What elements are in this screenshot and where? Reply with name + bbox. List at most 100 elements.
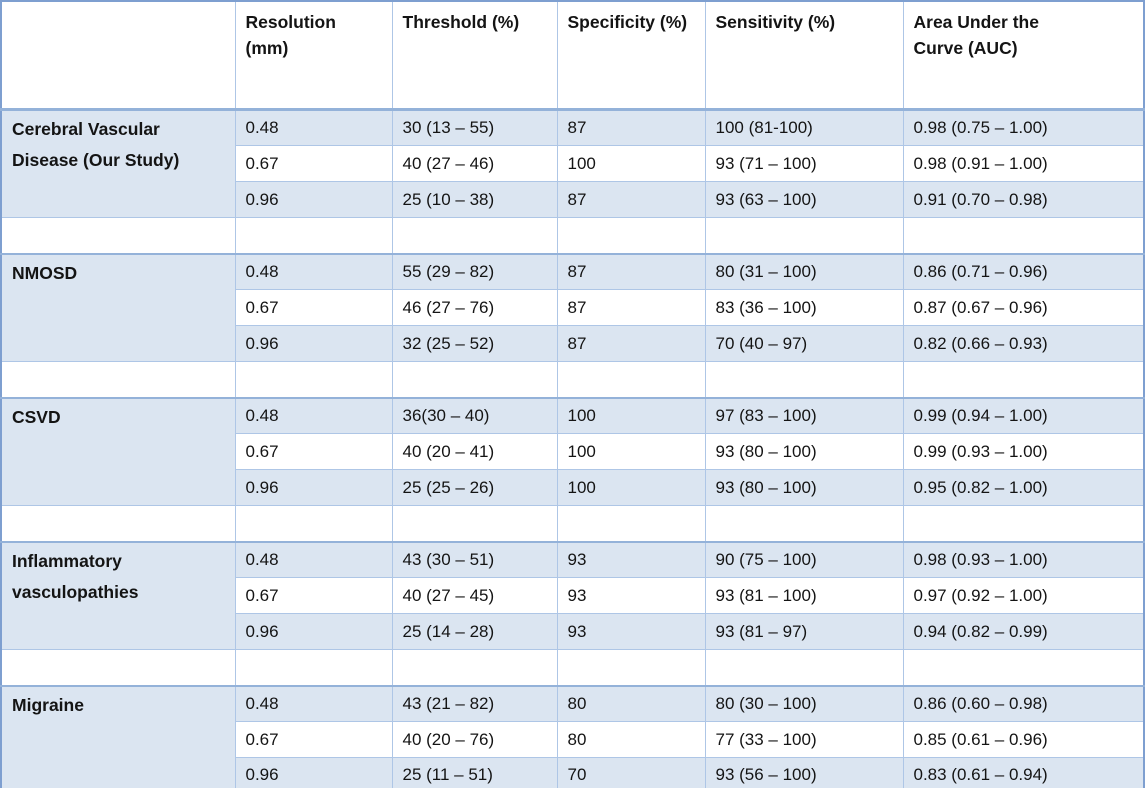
data-cell: 100: [556, 145, 706, 182]
table-row: NMOSD 0.48 55 (29 – 82) 87 80 (31 – 100) 0.86…: [0, 252, 1145, 362]
spacer-cell: [902, 217, 1145, 254]
data-cell: 93 (81 – 97): [704, 613, 904, 650]
data-cell: 0.91 (0.70 – 0.98): [902, 181, 1145, 218]
data-cell: 83 (36 – 100): [704, 289, 904, 326]
data-cell: 0.48: [234, 540, 393, 578]
data-cell: 70 (40 – 97): [704, 325, 904, 362]
data-cell: 55 (29 – 82): [391, 252, 558, 290]
data-cell: 40 (20 – 41): [391, 433, 558, 470]
data-cell: 0.96: [234, 469, 393, 506]
data-cell: 0.67: [234, 289, 393, 326]
table-row: 0.96 25 (10 – 38) 87 93 (63 – 100) 0.91 (0.7…: [1, 181, 1145, 218]
data-cell: 93 (56 – 100): [704, 757, 904, 788]
table-row: 0.96 25 (25 – 26) 100 93 (80 – 100) 0.95 (0.…: [1, 469, 1145, 506]
header-cell-specificity: Specificity (%): [556, 0, 706, 111]
data-cell: 70: [556, 757, 706, 788]
spacer-cell: [234, 649, 393, 686]
table-row: 0.67 46 (27 – 76) 87 83 (36 – 100) 0.87 (0.6…: [1, 289, 1145, 326]
spacer-cell: [391, 649, 558, 686]
group-label: NMOSD: [0, 252, 236, 362]
data-cell: 43 (21 – 82): [391, 684, 558, 722]
spacer-cell: [0, 217, 236, 254]
header-row: Resolution (mm) Threshold (%) Specificit…: [0, 0, 1145, 111]
table-row: Cerebral Vascular Disease (Our Study) 0.4…: [0, 108, 1145, 218]
spacer-cell: [391, 361, 558, 398]
data-cell: 0.48: [234, 108, 393, 146]
data-cell: 40 (27 – 46): [391, 145, 558, 182]
data-cell: 0.67: [234, 145, 393, 182]
data-cell: 93 (80 – 100): [704, 433, 904, 470]
data-cell: 0.99 (0.94 – 1.00): [902, 396, 1145, 434]
spacer-cell: [391, 217, 558, 254]
data-cell: 46 (27 – 76): [391, 289, 558, 326]
data-cell: 0.98 (0.91 – 1.00): [902, 145, 1145, 182]
spacer-cell: [704, 361, 904, 398]
data-cell: 93: [556, 540, 706, 578]
spacer-cell: [556, 649, 706, 686]
table-row: CSVD 0.48 36(30 – 40) 100 97 (83 – 100) 0.99 …: [0, 396, 1145, 506]
data-cell: 40 (27 – 45): [391, 577, 558, 614]
data-cell: 87: [556, 181, 706, 218]
header-cell-empty: [0, 0, 236, 111]
table-row: Inflammatory vasculopathies 0.48 43 (30 – …: [0, 540, 1145, 650]
spacer-cell: [902, 649, 1145, 686]
data-cell: 0.87 (0.67 – 0.96): [902, 289, 1145, 326]
data-cell: 0.85 (0.61 – 0.96): [902, 721, 1145, 758]
data-cell: 0.86 (0.60 – 0.98): [902, 684, 1145, 722]
spacer-cell: [234, 505, 393, 542]
data-cell: 40 (20 – 76): [391, 721, 558, 758]
data-cell: 0.83 (0.61 – 0.94): [902, 757, 1145, 788]
data-cell: 36(30 – 40): [391, 396, 558, 434]
table-body: Cerebral Vascular Disease (Our Study) 0.4…: [0, 108, 1145, 788]
header-cell-resolution: Resolution (mm): [234, 0, 393, 111]
data-cell: 87: [556, 252, 706, 290]
group-label: Migraine: [0, 684, 236, 788]
header-cell-auc: Area Under the Curve (AUC): [902, 0, 1145, 111]
data-cell: 0.99 (0.93 – 1.00): [902, 433, 1145, 470]
spacer-cell: [0, 505, 236, 542]
data-cell: 87: [556, 325, 706, 362]
data-cell: 0.96: [234, 325, 393, 362]
spacer-cell: [704, 505, 904, 542]
data-cell: 80 (31 – 100): [704, 252, 904, 290]
spacer-cell: [234, 217, 393, 254]
data-cell: 80 (30 – 100): [704, 684, 904, 722]
header-cell-sensitivity: Sensitivity (%): [704, 0, 904, 111]
data-cell: 0.67: [234, 433, 393, 470]
data-cell: 25 (10 – 38): [391, 181, 558, 218]
data-cell: 0.94 (0.82 – 0.99): [902, 613, 1145, 650]
table-row: 0.67 40 (20 – 41) 100 93 (80 – 100) 0.99 (0.…: [1, 433, 1145, 470]
data-cell: 90 (75 – 100): [704, 540, 904, 578]
data-cell: 87: [556, 108, 706, 146]
header-label: Sensitivity (%): [715, 12, 836, 32]
group-label: Inflammatory vasculopathies: [0, 540, 236, 650]
data-cell: 100: [556, 433, 706, 470]
data-cell: 25 (14 – 28): [391, 613, 558, 650]
data-cell: 0.97 (0.92 – 1.00): [902, 577, 1145, 614]
spacer-cell: [556, 505, 706, 542]
group-label: CSVD: [0, 396, 236, 506]
data-cell: 77 (33 – 100): [704, 721, 904, 758]
spacer-cell: [902, 505, 1145, 542]
spacer-row: [0, 361, 1145, 398]
data-cell: 43 (30 – 51): [391, 540, 558, 578]
table-row: 0.96 25 (11 – 51) 70 93 (56 – 100) 0.83 (0.6…: [1, 757, 1145, 788]
data-cell: 0.98 (0.75 – 1.00): [902, 108, 1145, 146]
data-cell: 0.98 (0.93 – 1.00): [902, 540, 1145, 578]
data-cell: 80: [556, 684, 706, 722]
data-cell: 100 (81-100): [704, 108, 904, 146]
table-row: 0.96 32 (25 – 52) 87 70 (40 – 97) 0.82 (0.66…: [1, 325, 1145, 362]
header-cell-threshold: Threshold (%): [391, 0, 558, 111]
header-label: Area Under the Curve (AUC): [913, 12, 1039, 59]
spacer-cell: [234, 361, 393, 398]
data-cell: 0.96: [234, 181, 393, 218]
data-cell: 32 (25 – 52): [391, 325, 558, 362]
data-cell: 100: [556, 469, 706, 506]
spacer-cell: [556, 361, 706, 398]
spacer-cell: [391, 505, 558, 542]
spacer-row: [0, 649, 1145, 686]
table-row: Migraine 0.48 43 (21 – 82) 80 80 (30 – 100) 0…: [0, 684, 1145, 788]
data-cell: 93 (71 – 100): [704, 145, 904, 182]
